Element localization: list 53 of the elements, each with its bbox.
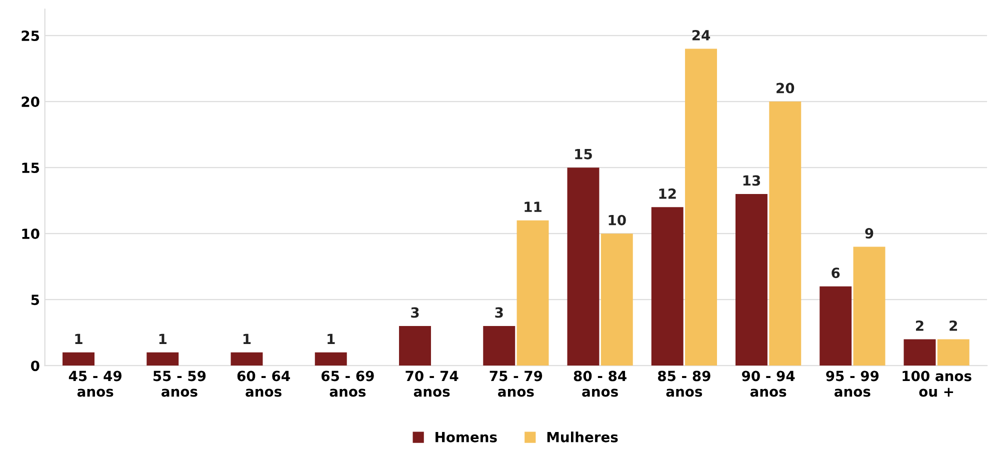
x-tick-label: 65 - 69 anos bbox=[322, 370, 374, 397]
x-tick-label: 80 - 84 anos bbox=[574, 370, 626, 397]
data-label: 12 bbox=[659, 188, 676, 199]
legend-label: Mulheres bbox=[547, 432, 618, 442]
data-label: 24 bbox=[692, 30, 710, 40]
y-tick-label: 5 bbox=[31, 294, 40, 306]
data-label: 13 bbox=[743, 175, 760, 186]
y-tick-label: 25 bbox=[22, 30, 40, 42]
y-tick-label: 10 bbox=[22, 228, 40, 240]
x-tick-label: 100 anos ou + bbox=[902, 370, 972, 397]
x-tick-label: 55 - 59 anos bbox=[153, 370, 206, 397]
x-tick-label: 70 - 74 anos bbox=[406, 370, 458, 397]
data-label: 15 bbox=[575, 148, 592, 160]
x-tick-label: 90 - 94 anos bbox=[742, 370, 795, 397]
data-label: 1 bbox=[75, 334, 82, 344]
data-label: 2 bbox=[916, 320, 924, 331]
x-tick-label: 60 - 64 anos bbox=[237, 370, 290, 397]
data-label: 3 bbox=[411, 307, 419, 318]
data-label: 11 bbox=[524, 202, 542, 212]
bar bbox=[904, 339, 936, 366]
bar bbox=[230, 352, 263, 366]
y-tick-label: 15 bbox=[22, 162, 40, 174]
data-label: 2 bbox=[950, 320, 958, 331]
bar bbox=[567, 168, 600, 366]
y-tick-label: 0 bbox=[31, 360, 40, 372]
x-tick-label: 95 - 99 anos bbox=[826, 370, 879, 397]
data-label: 1 bbox=[243, 334, 251, 344]
bar bbox=[399, 326, 431, 366]
data-label: 3 bbox=[495, 307, 503, 318]
bar bbox=[314, 352, 347, 366]
data-label: 10 bbox=[608, 214, 626, 226]
bar bbox=[769, 102, 802, 366]
bar bbox=[853, 246, 886, 366]
data-label: 9 bbox=[865, 228, 874, 239]
x-tick-label: 75 - 79 anos bbox=[490, 370, 542, 397]
data-label: 1 bbox=[159, 334, 167, 344]
bar bbox=[483, 326, 516, 366]
data-label: 1 bbox=[328, 334, 335, 344]
x-tick-label: 45 - 49 anos bbox=[68, 370, 122, 397]
bar bbox=[685, 48, 717, 366]
bar bbox=[62, 352, 94, 366]
x-tick-label: 85 - 89 anos bbox=[658, 370, 710, 397]
bar bbox=[651, 207, 684, 366]
bar bbox=[937, 339, 970, 366]
legend-label: Homens bbox=[436, 432, 497, 442]
bar bbox=[516, 220, 549, 366]
bar bbox=[600, 234, 633, 366]
y-tick-label: 20 bbox=[22, 96, 40, 108]
bar bbox=[146, 352, 179, 366]
data-label: 20 bbox=[776, 82, 794, 94]
data-label: 6 bbox=[832, 268, 840, 278]
bar bbox=[736, 194, 768, 366]
bar bbox=[820, 286, 852, 366]
